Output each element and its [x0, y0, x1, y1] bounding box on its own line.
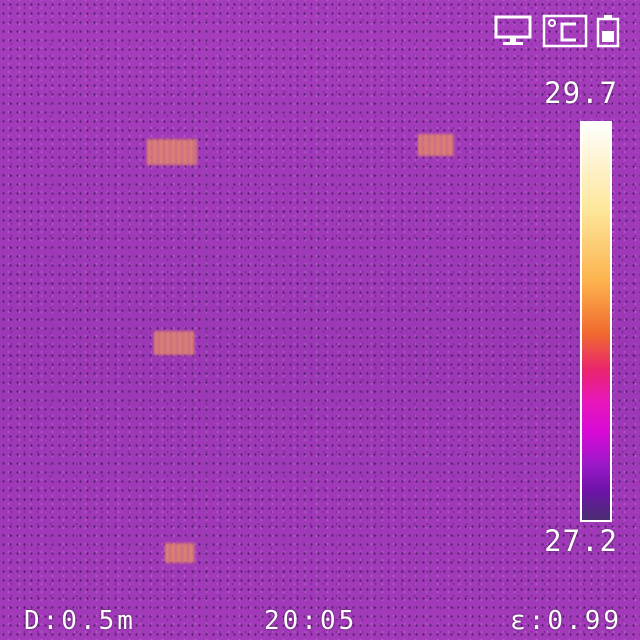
status-icons: [494, 14, 620, 48]
hot-spot: [418, 134, 454, 156]
temperature-colorbar: [580, 121, 612, 522]
hot-spot: [154, 331, 194, 355]
emissivity-readout: ε:0.99: [510, 606, 622, 636]
celsius-unit-icon[interactable]: [542, 14, 588, 48]
monitor-icon[interactable]: [494, 14, 534, 48]
hot-spot: [147, 139, 197, 165]
scale-min-temperature: 27.2: [544, 524, 618, 558]
scale-max-temperature: 29.7: [544, 76, 618, 110]
hot-spot: [165, 543, 195, 563]
battery-icon: [596, 14, 620, 48]
clock: 20:05: [264, 606, 358, 636]
distance-readout: D:0.5m: [24, 606, 136, 636]
status-bar: D:0.5m 20:05 ε:0.99: [0, 602, 640, 640]
